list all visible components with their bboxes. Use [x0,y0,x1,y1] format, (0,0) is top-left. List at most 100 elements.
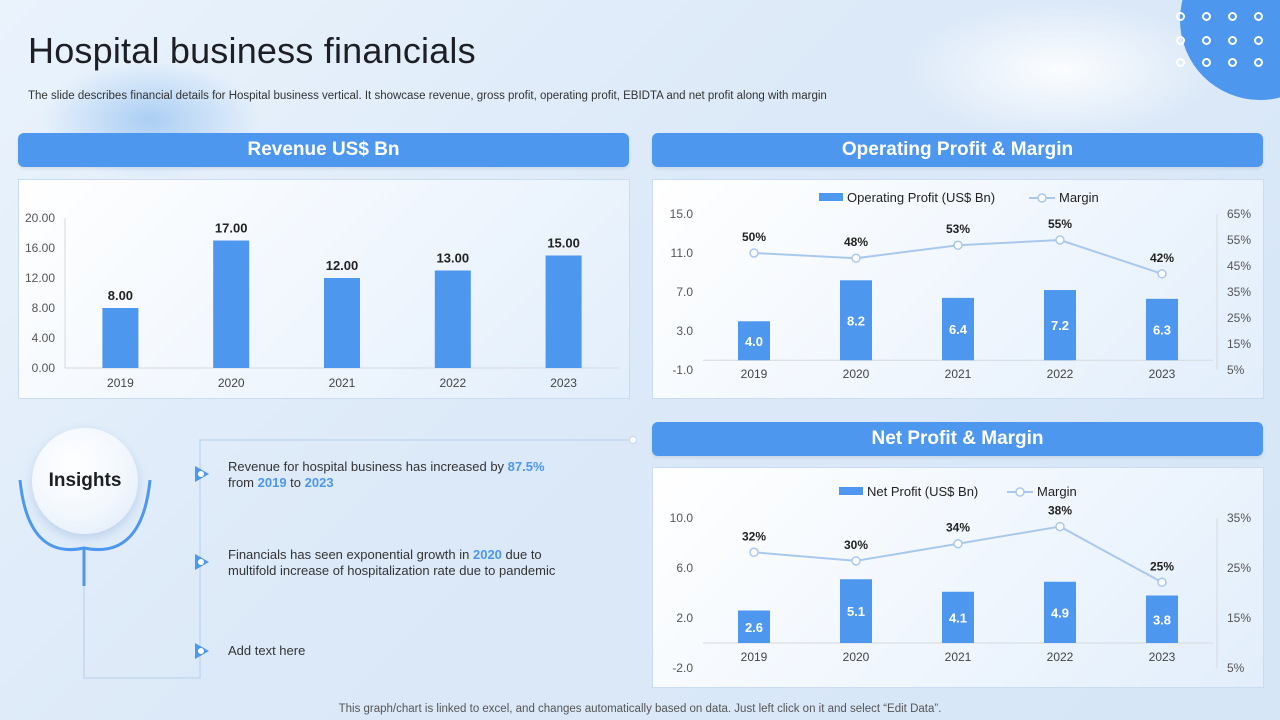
y-tick-label: 7.0 [676,285,693,299]
y2-tick-label: 15% [1227,611,1251,625]
profit-bar [840,280,872,361]
y2-tick-label: 65% [1227,207,1251,221]
x-tick-label: 2021 [945,650,972,664]
x-tick-label: 2022 [1047,650,1074,664]
x-tick-label: 2021 [329,376,356,390]
legend-label: Net Profit (US$ Bn) [867,484,978,499]
margin-data-label: 50% [742,230,766,244]
margin-point [1055,521,1065,532]
revenue-chart: 0.00 4.00 8.00 12.00 16.00 20.00 8.00 2019 17.00… [25,211,619,390]
y-tick-label: 3.0 [676,324,693,338]
legend-bar-swatch [819,193,843,201]
bar-data-label: 15.00 [547,236,580,251]
y-tick-label: 16.00 [25,241,55,255]
margin-data-label: 34% [946,521,970,535]
net-profit-chart: -2.0 2.0 6.0 10.0 5% 15% 25% 35% 2.6 2019 5.1 2020 4… [670,484,1252,675]
y2-tick-label: 25% [1227,561,1251,575]
legend-label: Margin [1059,190,1099,205]
y-tick-label: 12.00 [25,271,55,285]
y2-tick-label: 55% [1227,233,1251,247]
revenue-bar [102,308,139,368]
bar-data-label: 7.2 [1051,318,1069,333]
margin-data-label: 53% [946,222,970,236]
y2-tick-label: 25% [1227,311,1251,325]
margin-data-label: 42% [1150,251,1174,265]
y-tick-label: 11.0 [671,246,694,260]
y-tick-label: 0.00 [32,361,56,375]
bar-data-label: 8.00 [108,288,133,303]
x-tick-label: 2021 [945,367,972,381]
margin-point [749,547,759,558]
page-title: Hospital business financials [28,30,476,71]
margin-point [953,538,963,549]
bar-data-label: 6.3 [1153,323,1171,338]
y-tick-label: 8.00 [32,301,56,315]
profit-bar [1146,595,1178,643]
footer-note: This graph/chart is linked to excel, and… [338,703,942,715]
y2-tick-label: 5% [1227,661,1245,675]
profit-bar [738,610,770,643]
x-tick-label: 2023 [550,376,577,390]
margin-point [1055,235,1065,245]
insights-connector-lines [18,436,637,679]
legend-label: Margin [1037,484,1077,499]
legend-line-marker [1015,487,1025,497]
x-tick-label: 2022 [1047,367,1074,381]
y-tick-label: -2.0 [672,661,693,675]
operating-profit-chart-panel[interactable]: -1.0 3.0 7.0 11.0 15.0 5% 15% 25% 35% 45% 55% 65% 4.… [652,179,1264,399]
margin-point [1157,269,1167,279]
y-tick-label: 10.0 [670,511,694,525]
insight-item-1: Revenue for hospital business has increa… [228,459,545,490]
legend-label: Operating Profit (US$ Bn) [847,190,995,205]
x-tick-label: 2023 [1149,650,1176,664]
y-tick-label: 6.0 [676,561,693,575]
bar-data-label: 5.1 [847,604,865,619]
y-tick-label: 4.00 [32,331,56,345]
insights-badge: Insights [32,428,138,534]
revenue-header: Revenue US$ Bn [18,133,629,167]
bar-data-label: 2.6 [745,620,763,635]
profit-bar [738,321,770,361]
revenue-chart-panel[interactable]: 0.00 4.00 8.00 12.00 16.00 20.00 8.00 2019 17.00… [18,179,630,399]
margin-data-label: 25% [1150,559,1174,573]
y2-tick-label: 15% [1227,337,1251,351]
bar-data-label: 4.9 [1051,605,1069,620]
insight-item-3[interactable]: Add text here [228,643,306,658]
y-tick-label: -1.0 [672,363,693,377]
bar-data-label: 8.2 [847,313,865,328]
y2-tick-label: 35% [1227,285,1251,299]
legend-line-marker [1037,193,1047,203]
profit-bar [840,579,872,643]
net-profit-header: Net Profit & Margin [652,422,1263,456]
y2-tick-label: 45% [1227,259,1251,273]
revenue-bar [324,278,360,368]
margin-data-label: 32% [742,529,766,543]
page-subtitle: The slide describes financial details fo… [28,90,827,102]
profit-bar [1044,581,1076,643]
chevron-bullet-icon [195,643,209,659]
bar-data-label: 17.00 [215,221,248,236]
margin-line [753,525,1163,584]
margin-point [851,556,861,566]
margin-data-label: 48% [844,235,868,249]
y-tick-label: 15.0 [670,207,694,221]
x-tick-label: 2020 [218,376,245,390]
y2-tick-label: 5% [1227,363,1245,377]
x-tick-label: 2019 [741,367,768,381]
dot-grid-decoration [1176,10,1272,70]
bar-data-label: 6.4 [949,322,968,337]
bar-data-label: 12.00 [326,258,359,273]
margin-point [1157,577,1167,588]
operating-profit-chart: -1.0 3.0 7.0 11.0 15.0 5% 15% 25% 35% 45% 55% 65% 4.… [670,190,1252,381]
insight-item-2: Financials has seen exponential growth i… [228,547,556,578]
net-profit-chart-panel[interactable]: -2.0 2.0 6.0 10.0 5% 15% 25% 35% 2.6 2019 5.1 2020 4… [652,467,1264,688]
chevron-bullet-icon [195,554,209,570]
x-tick-label: 2020 [843,367,870,381]
profit-bar [942,591,974,643]
bar-data-label: 4.1 [949,610,967,625]
margin-data-label: 30% [844,538,868,552]
bar-data-label: 13.00 [437,251,470,266]
margin-point [749,248,759,258]
margin-point [851,253,861,263]
profit-bar [1146,298,1178,361]
